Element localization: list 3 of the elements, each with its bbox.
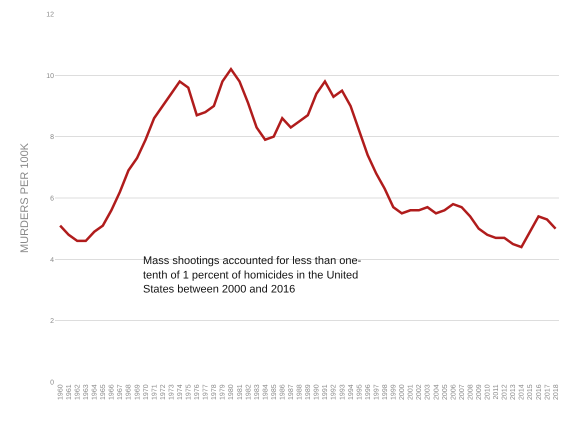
line-series: [58, 68, 557, 248]
annotation: Mass shootings accounted for less than one- tenth of 1 percent of homicides in the United States between 2000 and 2016: [143, 255, 362, 296]
y-axis-title: MURDERS PER 100K: [18, 142, 31, 254]
